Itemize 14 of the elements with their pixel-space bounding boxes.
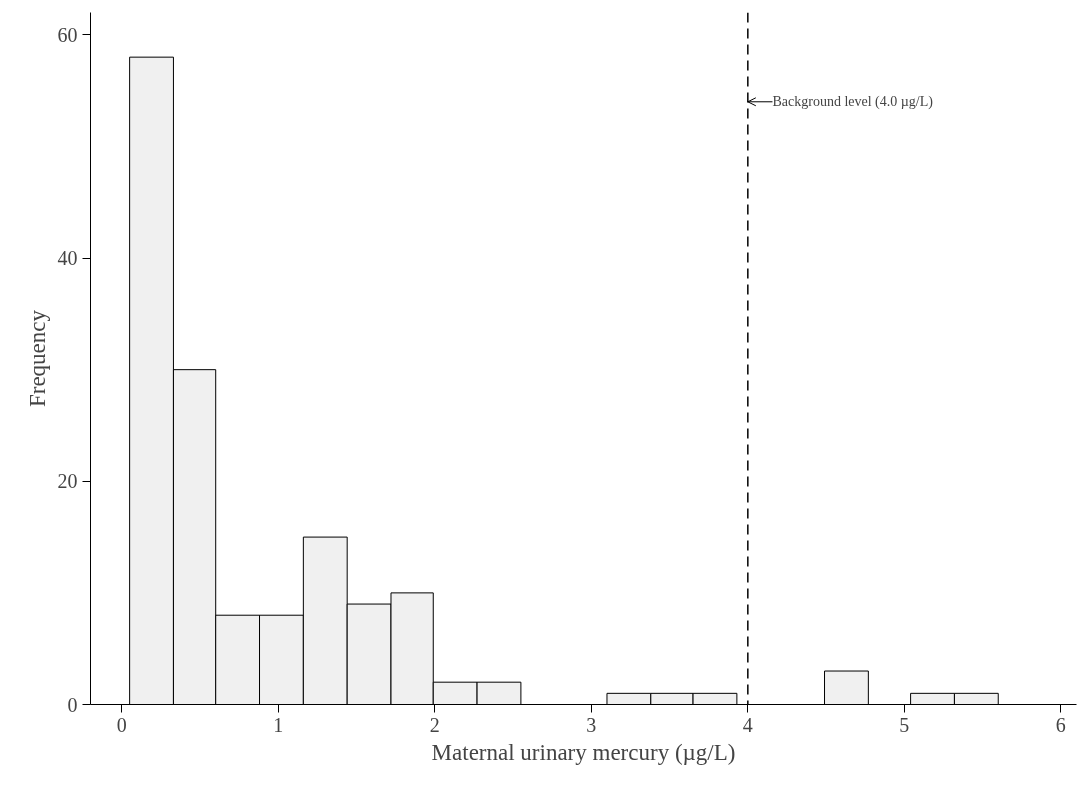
x-tick-label: 0: [116, 713, 127, 736]
x-tick-label: 3: [586, 713, 597, 736]
y-tick-label: 40: [57, 247, 78, 270]
annotation: Background level (4.0 µg/L): [772, 94, 934, 111]
x-tick-label: 6: [1055, 713, 1066, 736]
y-tick-label: 60: [57, 23, 78, 46]
x-tick-label: 1: [273, 713, 284, 736]
x-axis-title: Maternal urinary mercury (µg/L): [431, 739, 736, 765]
x-tick-label: 2: [429, 713, 440, 736]
x-tick-label: 5: [899, 713, 910, 736]
y-axis-title: Frequency: [24, 309, 50, 408]
y-tick-label: 20: [57, 470, 78, 493]
x-tick-label: 4: [742, 713, 753, 736]
y-tick-label: 0: [67, 693, 78, 716]
